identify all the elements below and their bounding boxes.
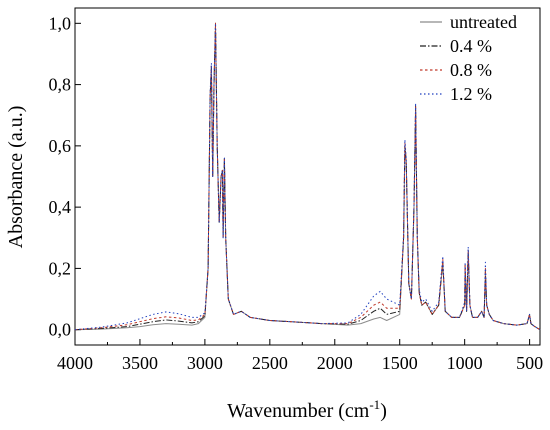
x-axis-title: Wavenumber (cm-1) [227, 397, 387, 422]
x-axis-title-tail: ) [380, 400, 387, 422]
x-tick-label: 2000 [317, 353, 353, 373]
y-tick-label: 0,2 [49, 258, 72, 278]
x-tick-label: 500 [516, 353, 543, 373]
y-tick-label: 0,0 [49, 320, 72, 340]
y-tick-label: 1,0 [49, 13, 72, 33]
plot-frame [74, 7, 541, 346]
legend-label-0: untreated [450, 12, 517, 32]
x-tick-label: 2500 [252, 353, 288, 373]
x-axis-title-main: Wavenumber (cm [227, 400, 370, 422]
y-tick-label: 0,4 [49, 197, 72, 217]
y-tick-label: 0,6 [49, 136, 72, 156]
legend: untreated 0.4 % 0.8 % 1.2 % [420, 12, 517, 104]
x-axis-title-superscript: -1 [369, 397, 380, 412]
x-tick-label: 4000 [57, 353, 93, 373]
legend-label-3: 1.2 % [450, 84, 492, 104]
x-tick-label: 3500 [122, 353, 158, 373]
series-line-3 [74, 22, 541, 331]
legend-label-2: 0.8 % [450, 60, 492, 80]
y-axis-title: Absorbance (a.u.) [5, 106, 27, 249]
x-axis-ticks: 4000 3500 3000 2500 2000 1500 1000 500 [57, 339, 543, 373]
x-tick-label: 3000 [187, 353, 223, 373]
y-axis-ticks: 0,0 0,2 0,4 0,6 0,8 1,0 [49, 13, 81, 340]
x-tick-label: 1500 [382, 353, 418, 373]
x-tick-label: 1000 [447, 353, 483, 373]
legend-label-1: 0.4 % [450, 36, 492, 56]
y-tick-label: 0,8 [49, 75, 72, 95]
series-layer [74, 22, 541, 331]
